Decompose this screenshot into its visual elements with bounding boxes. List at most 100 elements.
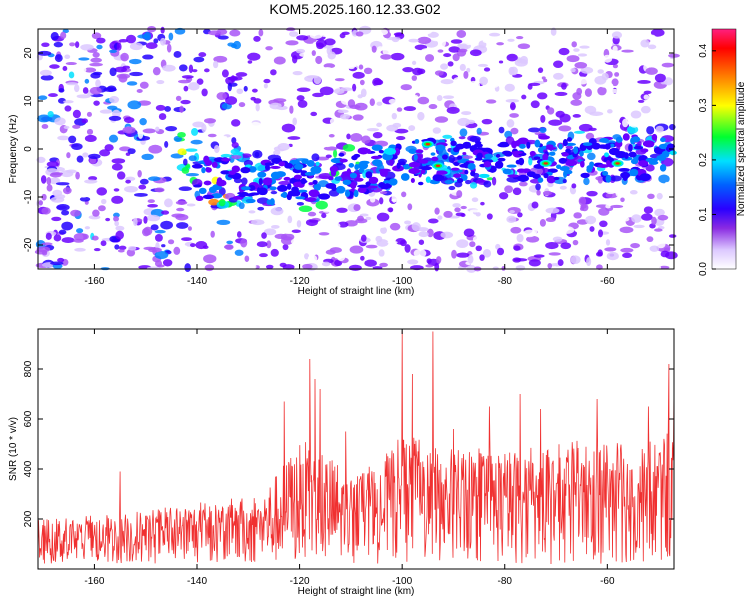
heatmap-cell bbox=[638, 160, 649, 167]
heatmap-cell bbox=[467, 255, 474, 264]
heatmap-cell bbox=[292, 55, 298, 64]
heatmap-cell bbox=[499, 141, 509, 146]
heatmap-cell bbox=[413, 153, 418, 161]
heatmap-cell bbox=[295, 196, 306, 200]
heatmap-cell bbox=[407, 259, 419, 265]
heatmap-cell bbox=[430, 152, 436, 156]
heatmap-cell bbox=[205, 167, 212, 173]
heatmap-cell bbox=[213, 157, 226, 163]
heatmap-x-axis-label: Height of straight line (km) bbox=[298, 286, 415, 297]
heatmap-cell bbox=[165, 126, 178, 132]
heatmap-cell bbox=[63, 125, 70, 129]
heatmap-y-tick-label: 20 bbox=[23, 47, 34, 59]
heatmap-cell bbox=[489, 79, 500, 89]
heatmap-cell bbox=[410, 178, 415, 184]
heatmap-y-axis-label: Frequency (Hz) bbox=[8, 115, 19, 184]
heatmap-cell bbox=[276, 184, 288, 192]
heatmap-cell bbox=[414, 138, 420, 144]
heatmap-cell bbox=[420, 169, 426, 174]
heatmap-cell bbox=[660, 137, 666, 143]
heatmap-cell bbox=[624, 152, 629, 159]
heatmap-cell bbox=[462, 57, 472, 66]
heatmap-cell bbox=[456, 239, 469, 249]
heatmap-cell bbox=[270, 207, 284, 216]
heatmap-cell bbox=[318, 193, 330, 200]
heatmap-cell bbox=[76, 94, 91, 99]
heatmap-cell bbox=[372, 266, 383, 270]
heatmap-cell bbox=[361, 135, 371, 144]
figure-title: KOM5.2025.160.12.33.G02 bbox=[269, 1, 440, 17]
heatmap-cell bbox=[620, 247, 634, 253]
heatmap-cell bbox=[552, 236, 563, 242]
heatmap-cell bbox=[39, 69, 52, 76]
heatmap-cell bbox=[82, 152, 89, 158]
heatmap-cell bbox=[536, 92, 548, 100]
heatmap-cell bbox=[497, 157, 506, 162]
heatmap-cell bbox=[391, 112, 397, 120]
heatmap-cell bbox=[601, 72, 609, 81]
heatmap-cell bbox=[124, 185, 138, 193]
heatmap-cell bbox=[630, 110, 642, 119]
heatmap-cell bbox=[402, 163, 411, 170]
heatmap-cell bbox=[509, 102, 516, 111]
heatmap-cell bbox=[651, 263, 662, 273]
heatmap-cell bbox=[208, 198, 220, 206]
heatmap-cell bbox=[143, 215, 148, 224]
heatmap-cell bbox=[204, 68, 210, 73]
heatmap-cell bbox=[294, 163, 304, 170]
heatmap-cell bbox=[425, 54, 435, 62]
heatmap-cell bbox=[651, 216, 657, 225]
heatmap-cell bbox=[297, 100, 308, 108]
heatmap-cell bbox=[654, 228, 663, 232]
heatmap-cell bbox=[376, 101, 383, 106]
heatmap-cell bbox=[104, 144, 114, 152]
heatmap-cell bbox=[487, 259, 495, 266]
heatmap-cell bbox=[598, 207, 610, 216]
heatmap-cell bbox=[571, 41, 577, 48]
heatmap-cell bbox=[133, 192, 148, 197]
heatmap-cell bbox=[518, 181, 528, 187]
heatmap-cell bbox=[228, 170, 236, 175]
heatmap-cell bbox=[443, 53, 452, 58]
heatmap-cell bbox=[164, 198, 173, 208]
heatmap-cell bbox=[373, 79, 384, 86]
heatmap-cell bbox=[479, 254, 485, 261]
heatmap-cell bbox=[573, 212, 582, 219]
heatmap-cell bbox=[231, 142, 239, 148]
heatmap-cell bbox=[646, 236, 654, 243]
heatmap-cell bbox=[299, 52, 309, 57]
heatmap-cell bbox=[306, 159, 315, 167]
heatmap-cell bbox=[513, 245, 521, 251]
heatmap-cell bbox=[304, 197, 317, 202]
heatmap-cell bbox=[157, 264, 165, 268]
heatmap-cell bbox=[161, 244, 166, 248]
heatmap-cell bbox=[91, 235, 99, 241]
heatmap-cell bbox=[287, 136, 301, 140]
heatmap-cell bbox=[78, 192, 89, 198]
heatmap-cell bbox=[365, 244, 378, 249]
heatmap-cell bbox=[610, 143, 615, 148]
heatmap-cell bbox=[387, 240, 398, 244]
heatmap-cell bbox=[643, 94, 650, 100]
heatmap-cell bbox=[120, 52, 129, 62]
heatmap-cell bbox=[62, 65, 68, 72]
heatmap-cell bbox=[506, 215, 517, 223]
heatmap-cell bbox=[436, 256, 442, 264]
heatmap-cell bbox=[509, 113, 519, 118]
heatmap-cell bbox=[434, 70, 444, 76]
heatmap-cell bbox=[49, 177, 61, 185]
heatmap-cell bbox=[230, 148, 240, 155]
heatmap-cell bbox=[171, 213, 185, 218]
heatmap-cell bbox=[352, 114, 364, 121]
heatmap-cell bbox=[302, 263, 313, 270]
heatmap-cell bbox=[263, 78, 271, 84]
heatmap-cell bbox=[528, 157, 533, 166]
heatmap-cell bbox=[354, 102, 368, 111]
heatmap-cell bbox=[384, 147, 397, 155]
heatmap-cell bbox=[357, 147, 370, 155]
heatmap-cell bbox=[408, 125, 416, 132]
heatmap-cell bbox=[364, 259, 377, 267]
heatmap-cell bbox=[240, 166, 251, 174]
heatmap-cell bbox=[575, 184, 581, 192]
heatmap-cell bbox=[340, 113, 350, 120]
